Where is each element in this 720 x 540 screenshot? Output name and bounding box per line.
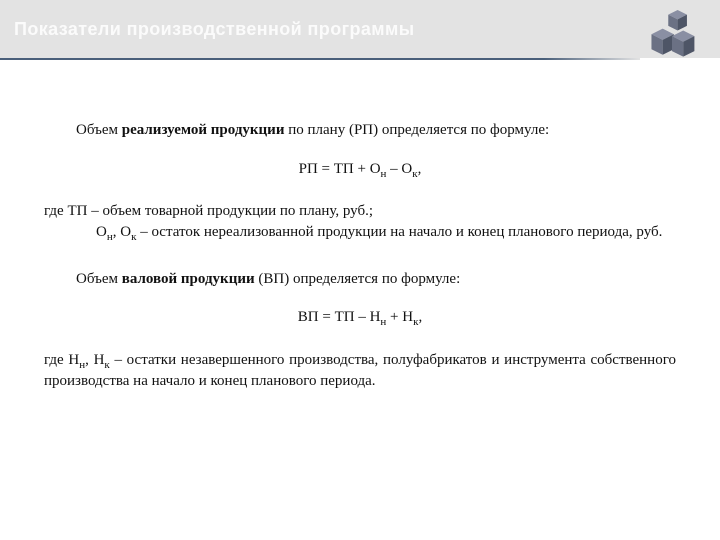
rp-intro: Объем реализуемой продукции по плану (РП… [44, 120, 676, 141]
vp-formula: ВП = ТП – Нн + Нк, [44, 307, 676, 328]
vp-intro: Объем валовой продукции (ВП) определяетс… [44, 269, 676, 290]
text: Объем [76, 271, 122, 287]
text: Объем [76, 122, 122, 138]
text: (ВП) определяется по формуле: [255, 271, 461, 287]
cubes-logo [644, 10, 700, 66]
vp-definitions: где Нн, Нк – остатки незавершенного прои… [44, 350, 676, 391]
vp-term: валовой продукции [122, 271, 255, 287]
rp-def-tp: где ТП – объем товарной продукции по пла… [44, 201, 676, 222]
rp-term: реализуемой продукции [122, 122, 285, 138]
content-area: Объем реализуемой продукции по плану (РП… [0, 58, 720, 392]
header-band: Показатели производственной программы [0, 0, 720, 58]
text: по плану (РП) определяется по формуле: [284, 122, 549, 138]
page-title: Показатели производственной программы [14, 19, 415, 40]
rp-definitions: где ТП – объем товарной продукции по пла… [44, 201, 676, 242]
rp-formula: РП = ТП + Он – Ок, [44, 159, 676, 180]
header-underline [0, 58, 640, 60]
rp-def-on-ok: Он, Ок – остаток нереализованной продукц… [44, 222, 676, 243]
